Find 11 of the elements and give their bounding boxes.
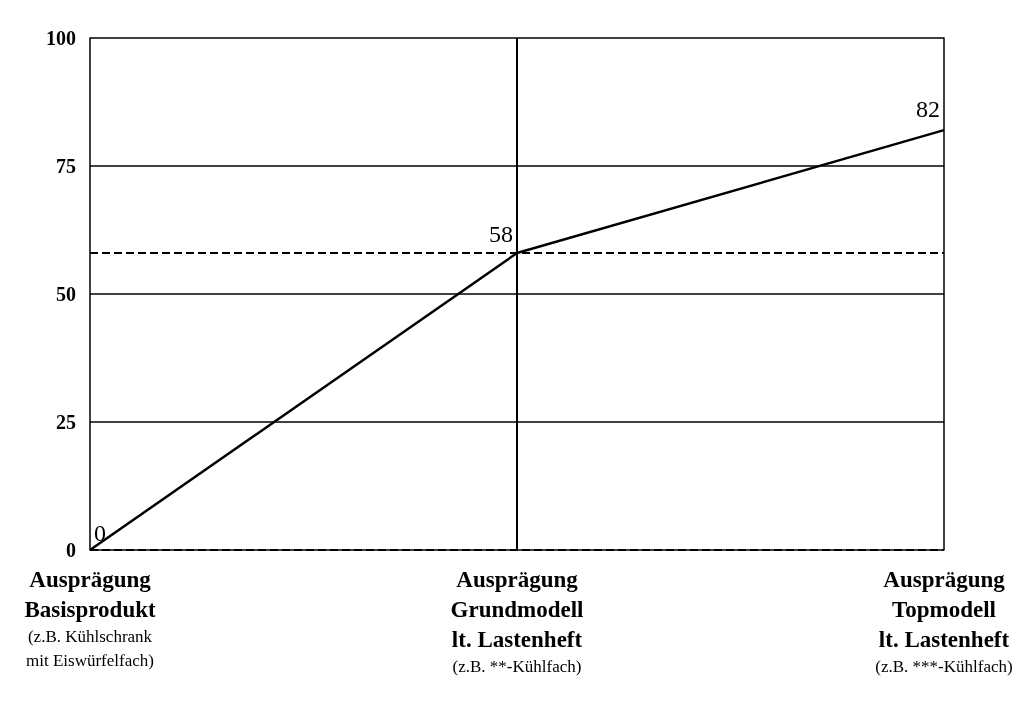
data-label: 58: [489, 221, 513, 248]
y-tick-label: 50: [56, 283, 76, 305]
y-tick-label: 0: [66, 539, 76, 561]
data-label: 0: [94, 520, 106, 546]
data-label: 82: [916, 96, 940, 123]
x-tick-label: Ausprägung Grundmodell lt. Lastenheft (z.B. **-Kühlfach): [450, 566, 584, 676]
y-tick-label: 75: [56, 155, 76, 177]
y-tick-label: 25: [56, 411, 76, 433]
x-tick-label: Ausprägung Basisprodukt (z.B. Kühlschrank mit Eiswürfelfach): [24, 566, 156, 670]
x-tick-label: Ausprägung Topmodell lt. Lastenheft (z.B. ***-Kühlfach): [875, 566, 1013, 676]
y-tick-label: 100: [46, 27, 76, 49]
